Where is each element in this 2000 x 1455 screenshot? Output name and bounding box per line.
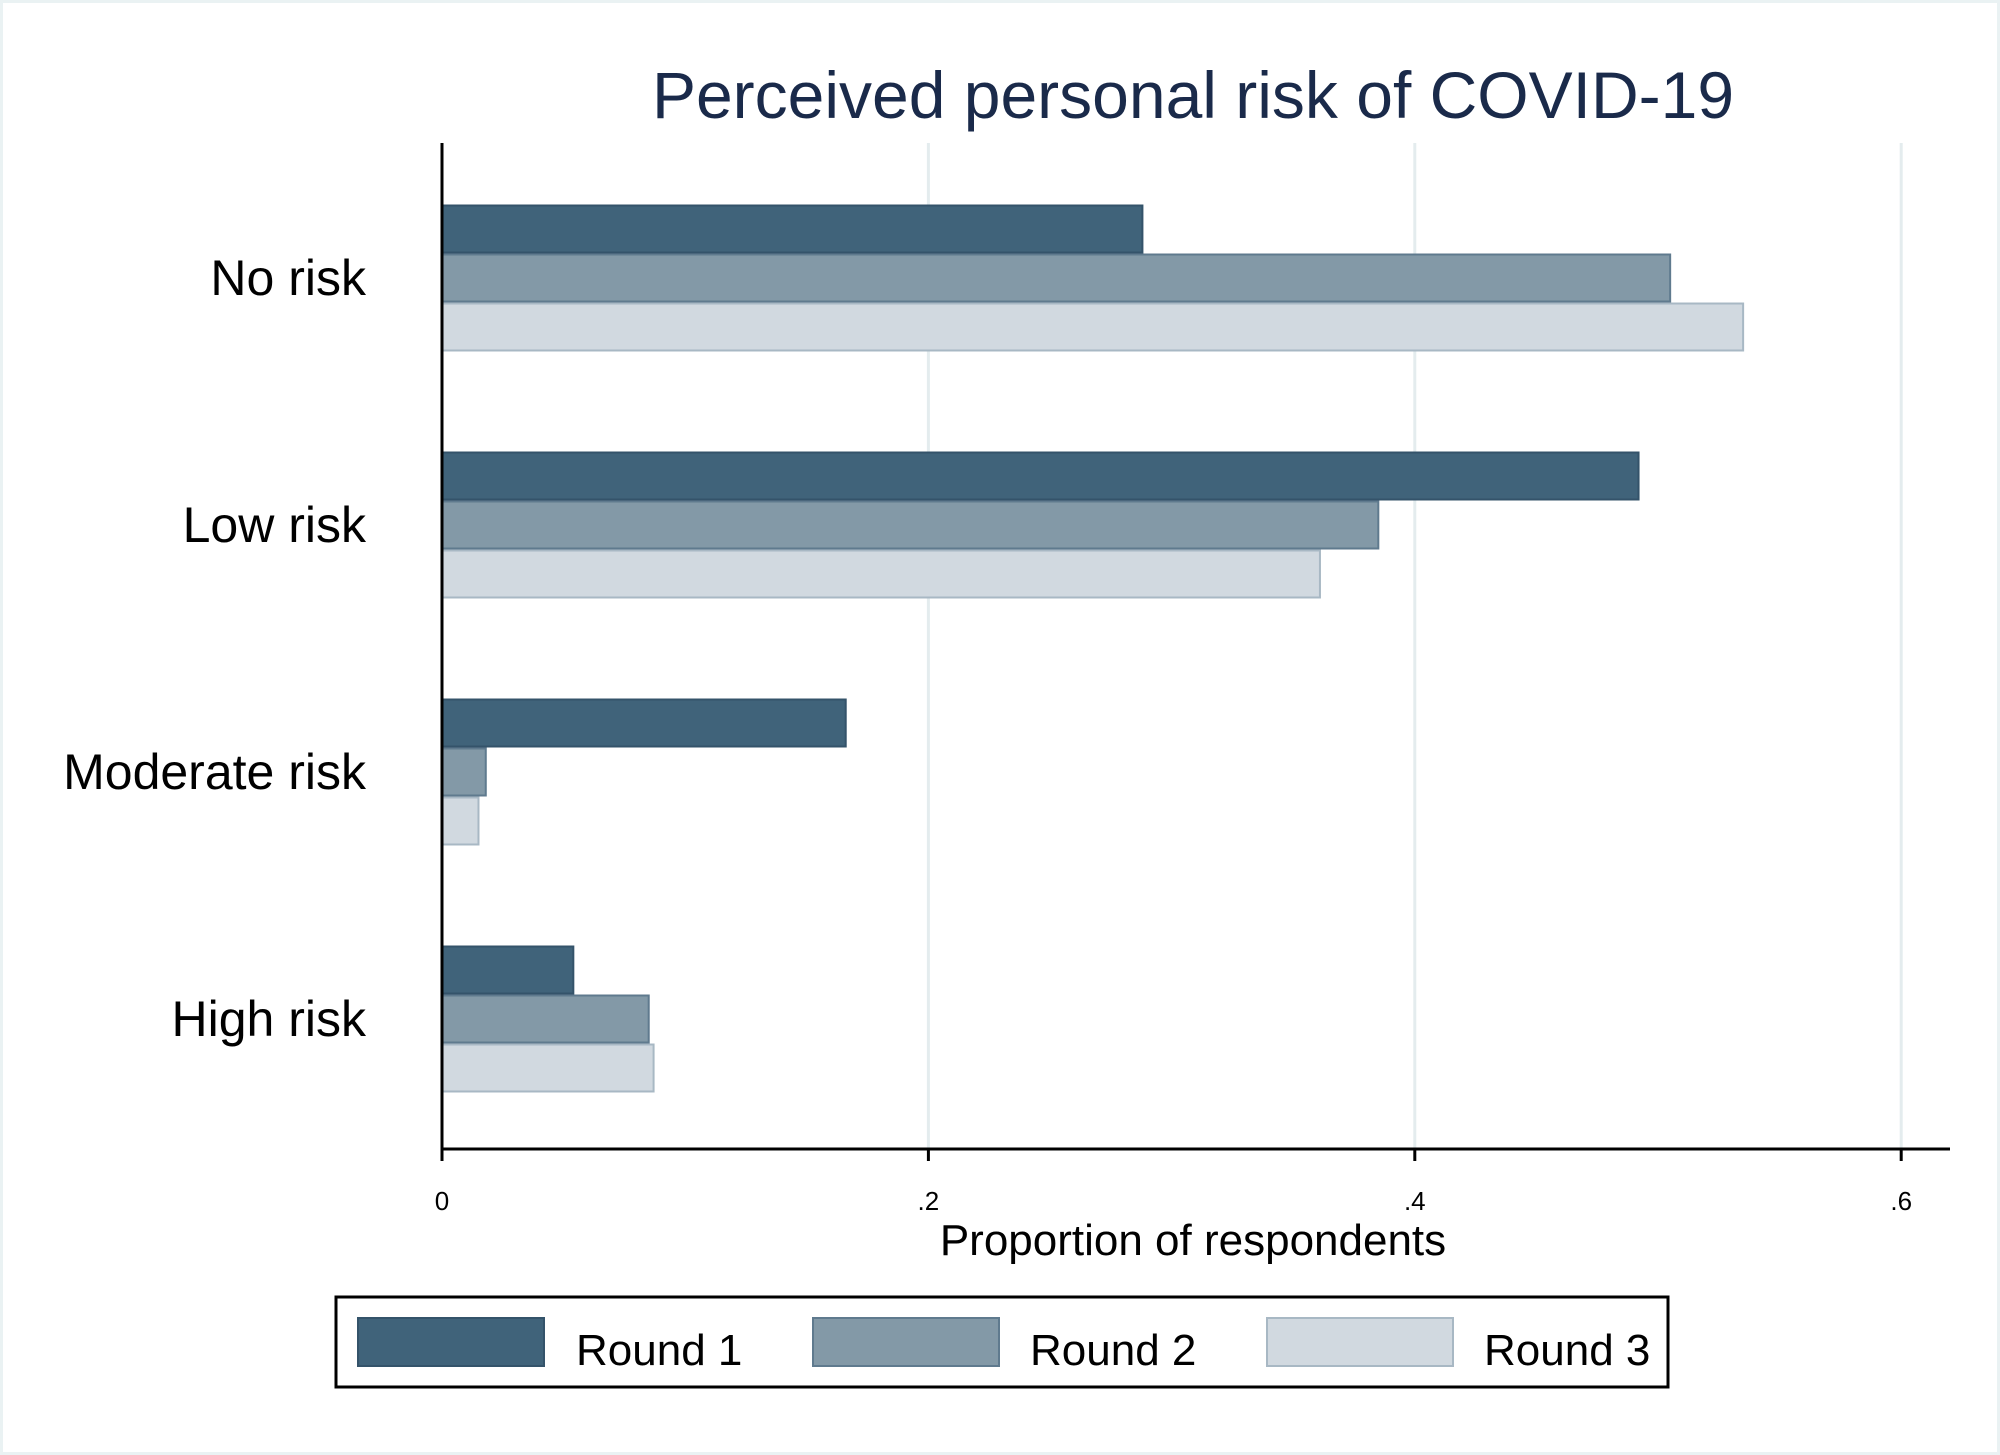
legend-swatch-round-2 [812, 1317, 1000, 1367]
bar-round-2-high-risk [441, 994, 650, 1044]
x-axis-title: Proportion of respondents [940, 1216, 1446, 1265]
chart-title: Perceived personal risk of COVID-19 [652, 58, 1734, 132]
bar-round-3-high-risk [441, 1043, 655, 1093]
bar-round-1-high-risk [441, 945, 575, 995]
bar-chart: Perceived personal risk of COVID-19 No r… [63, 58, 1950, 1389]
axes [440, 143, 1950, 1161]
x-tick-label: .4 [1404, 1186, 1426, 1216]
category-label: Low risk [183, 497, 367, 553]
bar-round-1-moderate-risk [441, 698, 847, 748]
x-tick-labels: 0 .2 .4 .6 [435, 1186, 1912, 1216]
x-tick-label: 0 [435, 1186, 449, 1216]
bar-round-2-moderate-risk [441, 747, 487, 797]
category-label: No risk [210, 250, 367, 306]
bar-round-3-no-risk [441, 302, 1745, 352]
legend-label-round-1: Round 1 [576, 1326, 742, 1375]
legend-swatch-round-3 [1266, 1317, 1454, 1367]
legend-label-round-3: Round 3 [1484, 1326, 1650, 1375]
bar-round-3-low-risk [441, 549, 1321, 599]
legend: Round 1 Round 2 Round 3 [334, 1295, 1670, 1389]
x-tick-label: .6 [1890, 1186, 1912, 1216]
legend-swatch-round-1 [357, 1317, 545, 1367]
bar-round-2-no-risk [441, 253, 1672, 303]
category-label: Moderate risk [63, 744, 367, 800]
bar-round-1-low-risk [441, 451, 1640, 501]
bar-round-2-low-risk [441, 500, 1380, 550]
bar-round-1-no-risk [441, 204, 1144, 254]
x-tick-label: .2 [918, 1186, 940, 1216]
legend-label-round-2: Round 2 [1030, 1326, 1196, 1375]
bars [441, 204, 1745, 1093]
category-label: High risk [172, 991, 367, 1047]
bar-round-3-moderate-risk [441, 796, 480, 846]
category-labels: No risk Low risk Moderate risk High risk [63, 250, 367, 1047]
